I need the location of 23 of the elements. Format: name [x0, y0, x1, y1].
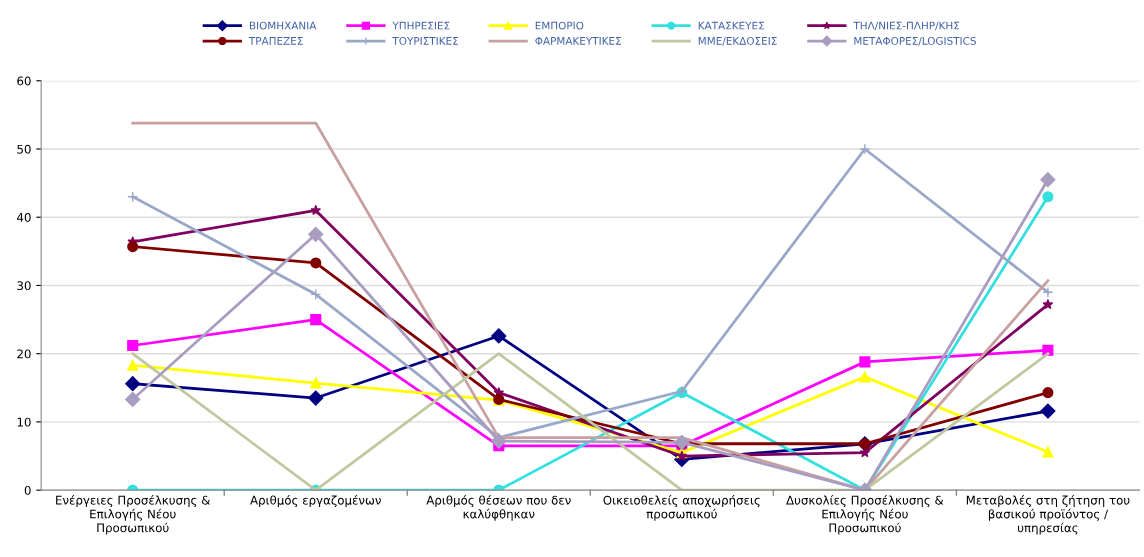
x-tick-label: Αριθμός εργαζομένων	[250, 495, 381, 507]
x-tick-label: Μεταβολές στη ζήτηση του βασικού προϊόντος / υπηρεσίας	[966, 495, 1130, 535]
legend-label: ΤΗΛ/ΝΙΕΣ-ΠΛΗΡ/ΚΗΣ	[853, 21, 960, 31]
y-tick-label: 60	[17, 76, 31, 86]
y-tick-label: 30	[17, 281, 31, 291]
legend-label: ΒΙΟΜΗΧΑΝΙΑ	[249, 21, 317, 30]
legend-label: ΦΑΡΜΑΚΕΥΤΙΚΕΣ	[535, 37, 622, 45]
y-tick-label: 20	[17, 349, 31, 359]
legend-label: ΤΡΑΠΕΖΕΣ	[248, 37, 303, 45]
legend-label: ΤΟΥΡΙΣΤΙΚΕΣ	[392, 36, 459, 45]
legend-label: ΜΜΕ/ΕΚΔΟΣΕΙΣ	[698, 36, 777, 46]
legend-label: ΜΕΤΑΦΟΡΕΣ/LOGISTICS	[854, 36, 976, 46]
x-tick-label: Ενέργειες Προσέλκυσης & Επιλογής Νέου Προσωπικού	[56, 495, 211, 535]
y-tick-label: 10	[17, 417, 31, 427]
x-tick-label: Αριθμός θέσεων που δεν καλύφθηκαν	[426, 495, 571, 521]
y-tick-label: 0	[24, 485, 31, 495]
y-tick-label: 40	[17, 212, 31, 222]
legend-label: ΚΑΤΑΣΚΕΥΕΣ	[698, 21, 765, 30]
x-tick-label: Οικειοθελείς αποχωρήσεις προσωπικού	[603, 495, 760, 521]
x-tick-label: Δυσκολίες Προσέλκυσης & Επιλογής Νέου Προσωπικού	[786, 495, 944, 535]
y-tick-label: 50	[17, 144, 31, 154]
legend-label: ΕΜΠΟΡΙΟ	[535, 21, 584, 30]
legend-label: ΥΠΗΡΕΣΙΕΣ	[392, 21, 450, 30]
